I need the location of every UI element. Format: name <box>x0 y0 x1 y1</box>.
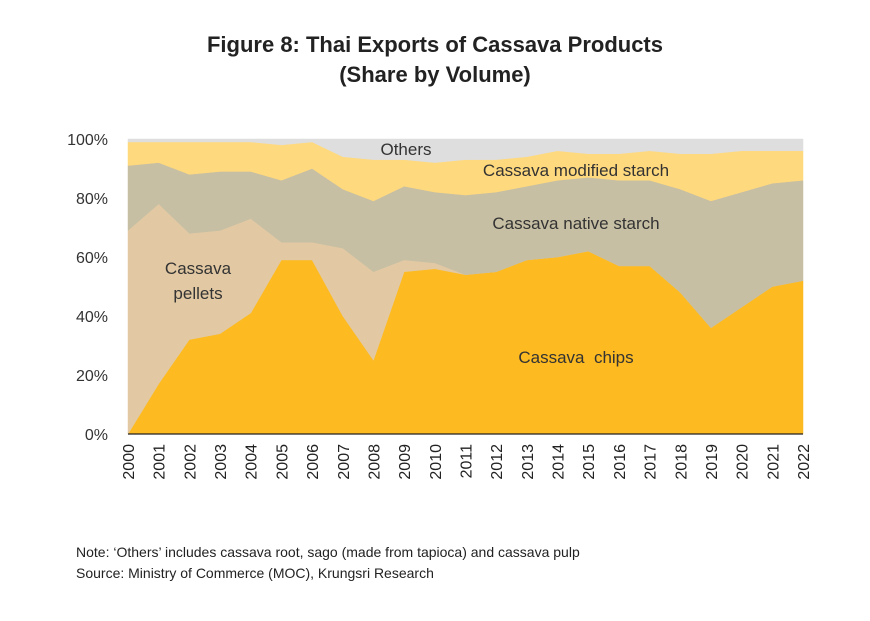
y-tick-label: 100% <box>67 132 108 149</box>
x-tick-label: 2007 <box>336 444 353 480</box>
label-others: Others <box>380 140 431 159</box>
footnotes: Note: ‘Others’ includes cassava root, sa… <box>76 542 580 584</box>
x-tick-label: 2020 <box>735 444 752 480</box>
x-tick-label: 2019 <box>704 444 721 480</box>
x-tick-label: 2001 <box>152 444 169 480</box>
x-tick-label: 2002 <box>182 444 199 480</box>
label-cassava-pellets-line2: pellets <box>173 284 222 303</box>
axes-layer: 0% 20% 40% 60% 80% 100% 2000 2001 2002 2003 2004 20… <box>67 132 813 480</box>
x-tick-label: 2015 <box>581 444 598 480</box>
chart-title-line2: (Share by Volume) <box>339 62 531 87</box>
area-layer <box>127 138 804 435</box>
x-tick-label: 2005 <box>274 444 291 480</box>
x-tick-label: 2021 <box>765 444 782 480</box>
label-cassava-pellets-line1: Cassava <box>165 259 232 278</box>
stacked-area-chart: 0% 20% 40% 60% 80% 100% 2000 2001 2002 2003 2004 20… <box>67 132 813 480</box>
y-tick-label: 60% <box>76 250 108 267</box>
chart-title-line1: Figure 8: Thai Exports of Cassava Produc… <box>206 32 663 57</box>
label-cassava-native-starch: Cassava native starch <box>492 214 659 233</box>
x-tick-label: 2011 <box>459 444 476 479</box>
x-tick-label: 2003 <box>213 444 230 480</box>
area-series-others <box>127 138 804 163</box>
x-tick-label: 2013 <box>520 444 537 480</box>
chart-title: Figure 8: Thai Exports of Cassava Produc… <box>0 30 870 90</box>
label-cassava-chips: Cassava chips <box>518 348 633 367</box>
y-tick-label: 20% <box>76 368 108 385</box>
x-tick-label: 2012 <box>489 444 506 480</box>
x-tick-label: 2017 <box>643 444 660 480</box>
note-text: Note: ‘Others’ includes cassava root, sa… <box>76 544 580 560</box>
x-tick-label: 2000 <box>121 444 138 480</box>
x-tick-label: 2014 <box>551 444 568 480</box>
source-text: Source: Ministry of Commerce (MOC), Krun… <box>76 565 434 581</box>
x-tick-label: 2022 <box>796 444 813 480</box>
x-tick-label: 2016 <box>612 444 629 480</box>
x-tick-label: 2018 <box>673 444 690 480</box>
label-cassava-modified-starch: Cassava modified starch <box>483 161 669 180</box>
x-tick-label: 2009 <box>397 444 414 480</box>
series-labels: Others Cassava modified starch Cassava nat… <box>165 140 669 367</box>
y-tick-label: 40% <box>76 309 108 326</box>
x-tick-label: 2004 <box>244 444 261 480</box>
y-tick-label: 0% <box>85 427 108 444</box>
x-tick-label: 2006 <box>305 444 322 480</box>
x-tick-label: 2008 <box>366 444 383 480</box>
y-tick-label: 80% <box>76 191 108 208</box>
x-tick-label: 2010 <box>428 444 445 480</box>
